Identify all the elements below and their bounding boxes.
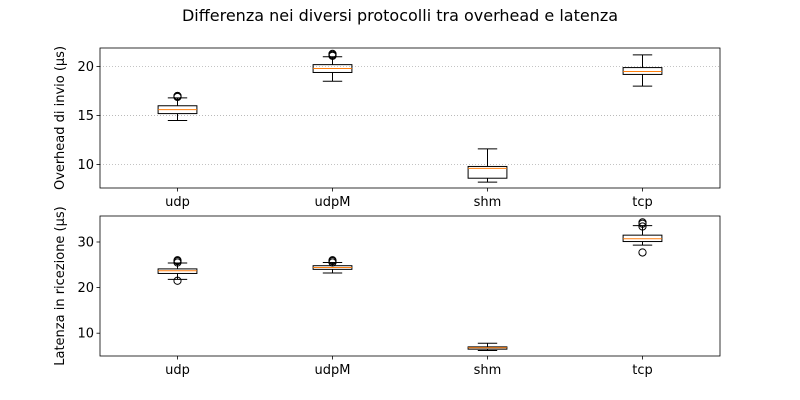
outlier-point xyxy=(173,91,182,101)
x-tick-label: udp xyxy=(165,195,190,210)
x-tick-label: udpM xyxy=(315,195,351,210)
x-tick-label: tcp xyxy=(632,195,653,210)
box-shm xyxy=(467,165,508,179)
outlier-point xyxy=(173,256,182,265)
y-tick-label: 20 xyxy=(77,60,94,75)
y-tick-label: 30 xyxy=(77,235,94,250)
y-axis-label: Overhead di invio (µs) xyxy=(53,46,68,190)
y-tick-label: 20 xyxy=(77,281,94,296)
axes-frame xyxy=(99,215,721,357)
outlier-point xyxy=(638,248,647,257)
x-tick-label: shm xyxy=(474,363,502,378)
overhead-panel: 10 15 20 udp udpM shm tcp Overhead di invio (µs… xyxy=(53,46,721,210)
x-tick-label: udpM xyxy=(315,363,351,378)
outlier-point xyxy=(328,256,337,265)
outlier-point xyxy=(638,218,647,227)
y-tick-label: 10 xyxy=(77,158,94,173)
x-tick-label: tcp xyxy=(632,363,653,378)
outlier-point xyxy=(638,222,647,231)
latency-panel: 10 20 30 udp udpM shm tcp Latenza in ricezione … xyxy=(53,206,721,378)
x-tick-label: shm xyxy=(474,195,502,210)
outlier-point xyxy=(328,49,337,58)
y-tick-label: 15 xyxy=(77,109,94,124)
y-tick-label: 10 xyxy=(77,327,94,342)
y-axis-label: Latenza in ricezione (µs) xyxy=(53,206,68,366)
axes-frame xyxy=(99,47,721,189)
x-tick-label: udp xyxy=(165,363,190,378)
outlier-point xyxy=(173,276,182,285)
figure-title: Differenza nei diversi protocolli tra ov… xyxy=(181,6,619,25)
